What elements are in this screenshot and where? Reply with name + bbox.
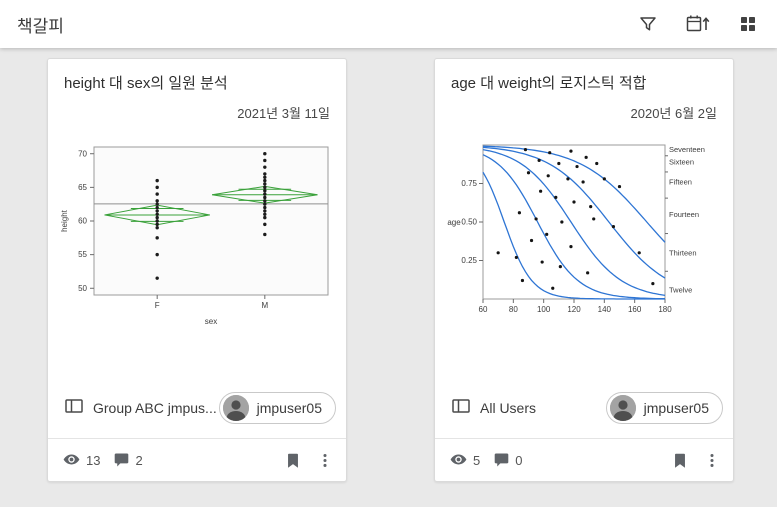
svg-text:Fourteen: Fourteen [669, 210, 699, 219]
more-options-icon[interactable] [699, 448, 725, 474]
views-stat: 5 [449, 450, 480, 472]
chart-thumbnail-wrap: 60 80 100 120 140 160 180 0.25 0.50 0.75 age Sevent… [435, 137, 733, 329]
user-chip[interactable]: jmpuser05 [218, 391, 336, 424]
svg-text:70: 70 [78, 149, 87, 158]
page-title: 책갈피 [17, 16, 64, 36]
svg-text:age: age [447, 218, 461, 227]
svg-text:80: 80 [509, 305, 518, 314]
svg-text:120: 120 [567, 305, 581, 314]
card-footer: All Users jmpuser05 [451, 390, 723, 425]
group-label[interactable]: All Users [451, 397, 606, 418]
svg-text:Seventeen: Seventeen [669, 145, 705, 154]
report-date: 2020년 6월 2일 [630, 106, 717, 121]
user-name: jmpuser05 [256, 399, 322, 416]
comment-icon [113, 451, 130, 471]
comments-stat: 2 [113, 451, 143, 471]
svg-text:100: 100 [537, 305, 551, 314]
report-date: 2021년 3월 11일 [237, 106, 330, 121]
app-header: 책갈피 [0, 0, 777, 48]
group-name: All Users [480, 399, 537, 416]
card-footer: Group ABC jmpus... jmpuser05 [64, 390, 336, 425]
svg-text:Fifteen: Fifteen [669, 177, 692, 186]
bookmark-icon[interactable] [667, 448, 693, 474]
svg-text:160: 160 [628, 305, 642, 314]
svg-text:M: M [261, 301, 268, 310]
svg-text:0.75: 0.75 [461, 179, 477, 188]
calendar-sort-asc-icon[interactable] [685, 12, 711, 36]
group-label[interactable]: Group ABC jmpus... [64, 397, 219, 418]
logistic-chart[interactable]: 60 80 100 120 140 160 180 0.25 0.50 0.75 age Sevent… [445, 137, 723, 329]
card-divider [435, 438, 733, 439]
card-divider [48, 438, 346, 439]
svg-text:65: 65 [78, 183, 87, 192]
views-icon [449, 450, 468, 472]
views-icon [62, 450, 81, 472]
svg-text:height: height [60, 209, 69, 232]
group-name: Group ABC jmpus... [93, 399, 217, 416]
comments-count: 0 [515, 453, 523, 468]
svg-text:Thirteen: Thirteen [669, 248, 697, 257]
stats-row: 13 2 [62, 438, 338, 483]
avatar [222, 394, 249, 421]
comments-stat: 0 [493, 451, 522, 471]
svg-text:0.25: 0.25 [461, 256, 477, 265]
svg-text:Sixteen: Sixteen [669, 157, 694, 166]
report-title[interactable]: age 대 weight의 로지스틱 적합 [451, 75, 647, 92]
svg-text:0.50: 0.50 [461, 218, 477, 227]
svg-text:Twelve: Twelve [669, 285, 692, 294]
user-chip[interactable]: jmpuser05 [605, 391, 723, 424]
space-icon [451, 397, 471, 418]
svg-text:60: 60 [78, 217, 87, 226]
views-count: 5 [473, 453, 481, 468]
grid-view-icon[interactable] [735, 12, 761, 36]
more-options-icon[interactable] [312, 448, 338, 474]
space-icon [64, 397, 84, 418]
bookmark-card[interactable]: age 대 weight의 로지스틱 적합 2020년 6월 2일 60 80 10… [434, 58, 734, 482]
svg-text:60: 60 [479, 305, 488, 314]
comments-count: 2 [135, 453, 143, 468]
avatar [609, 394, 636, 421]
filter-icon[interactable] [635, 12, 661, 36]
bookmark-icon[interactable] [280, 448, 306, 474]
user-name: jmpuser05 [643, 399, 709, 416]
svg-text:sex: sex [205, 317, 217, 326]
views-stat: 13 [62, 450, 100, 472]
comment-icon [493, 451, 510, 471]
svg-text:F: F [155, 301, 160, 310]
stats-row: 5 0 [449, 438, 725, 483]
svg-text:50: 50 [78, 284, 87, 293]
svg-text:55: 55 [78, 250, 87, 259]
bookmark-card[interactable]: height 대 sex의 일원 분석 2021년 3월 11일 50 55 60 6… [47, 58, 347, 482]
svg-text:180: 180 [658, 305, 672, 314]
views-count: 13 [86, 453, 101, 468]
svg-text:140: 140 [598, 305, 612, 314]
report-title[interactable]: height 대 sex의 일원 분석 [64, 75, 228, 92]
bookmarks-grid: height 대 sex의 일원 분석 2021년 3월 11일 50 55 60 6… [0, 48, 777, 482]
